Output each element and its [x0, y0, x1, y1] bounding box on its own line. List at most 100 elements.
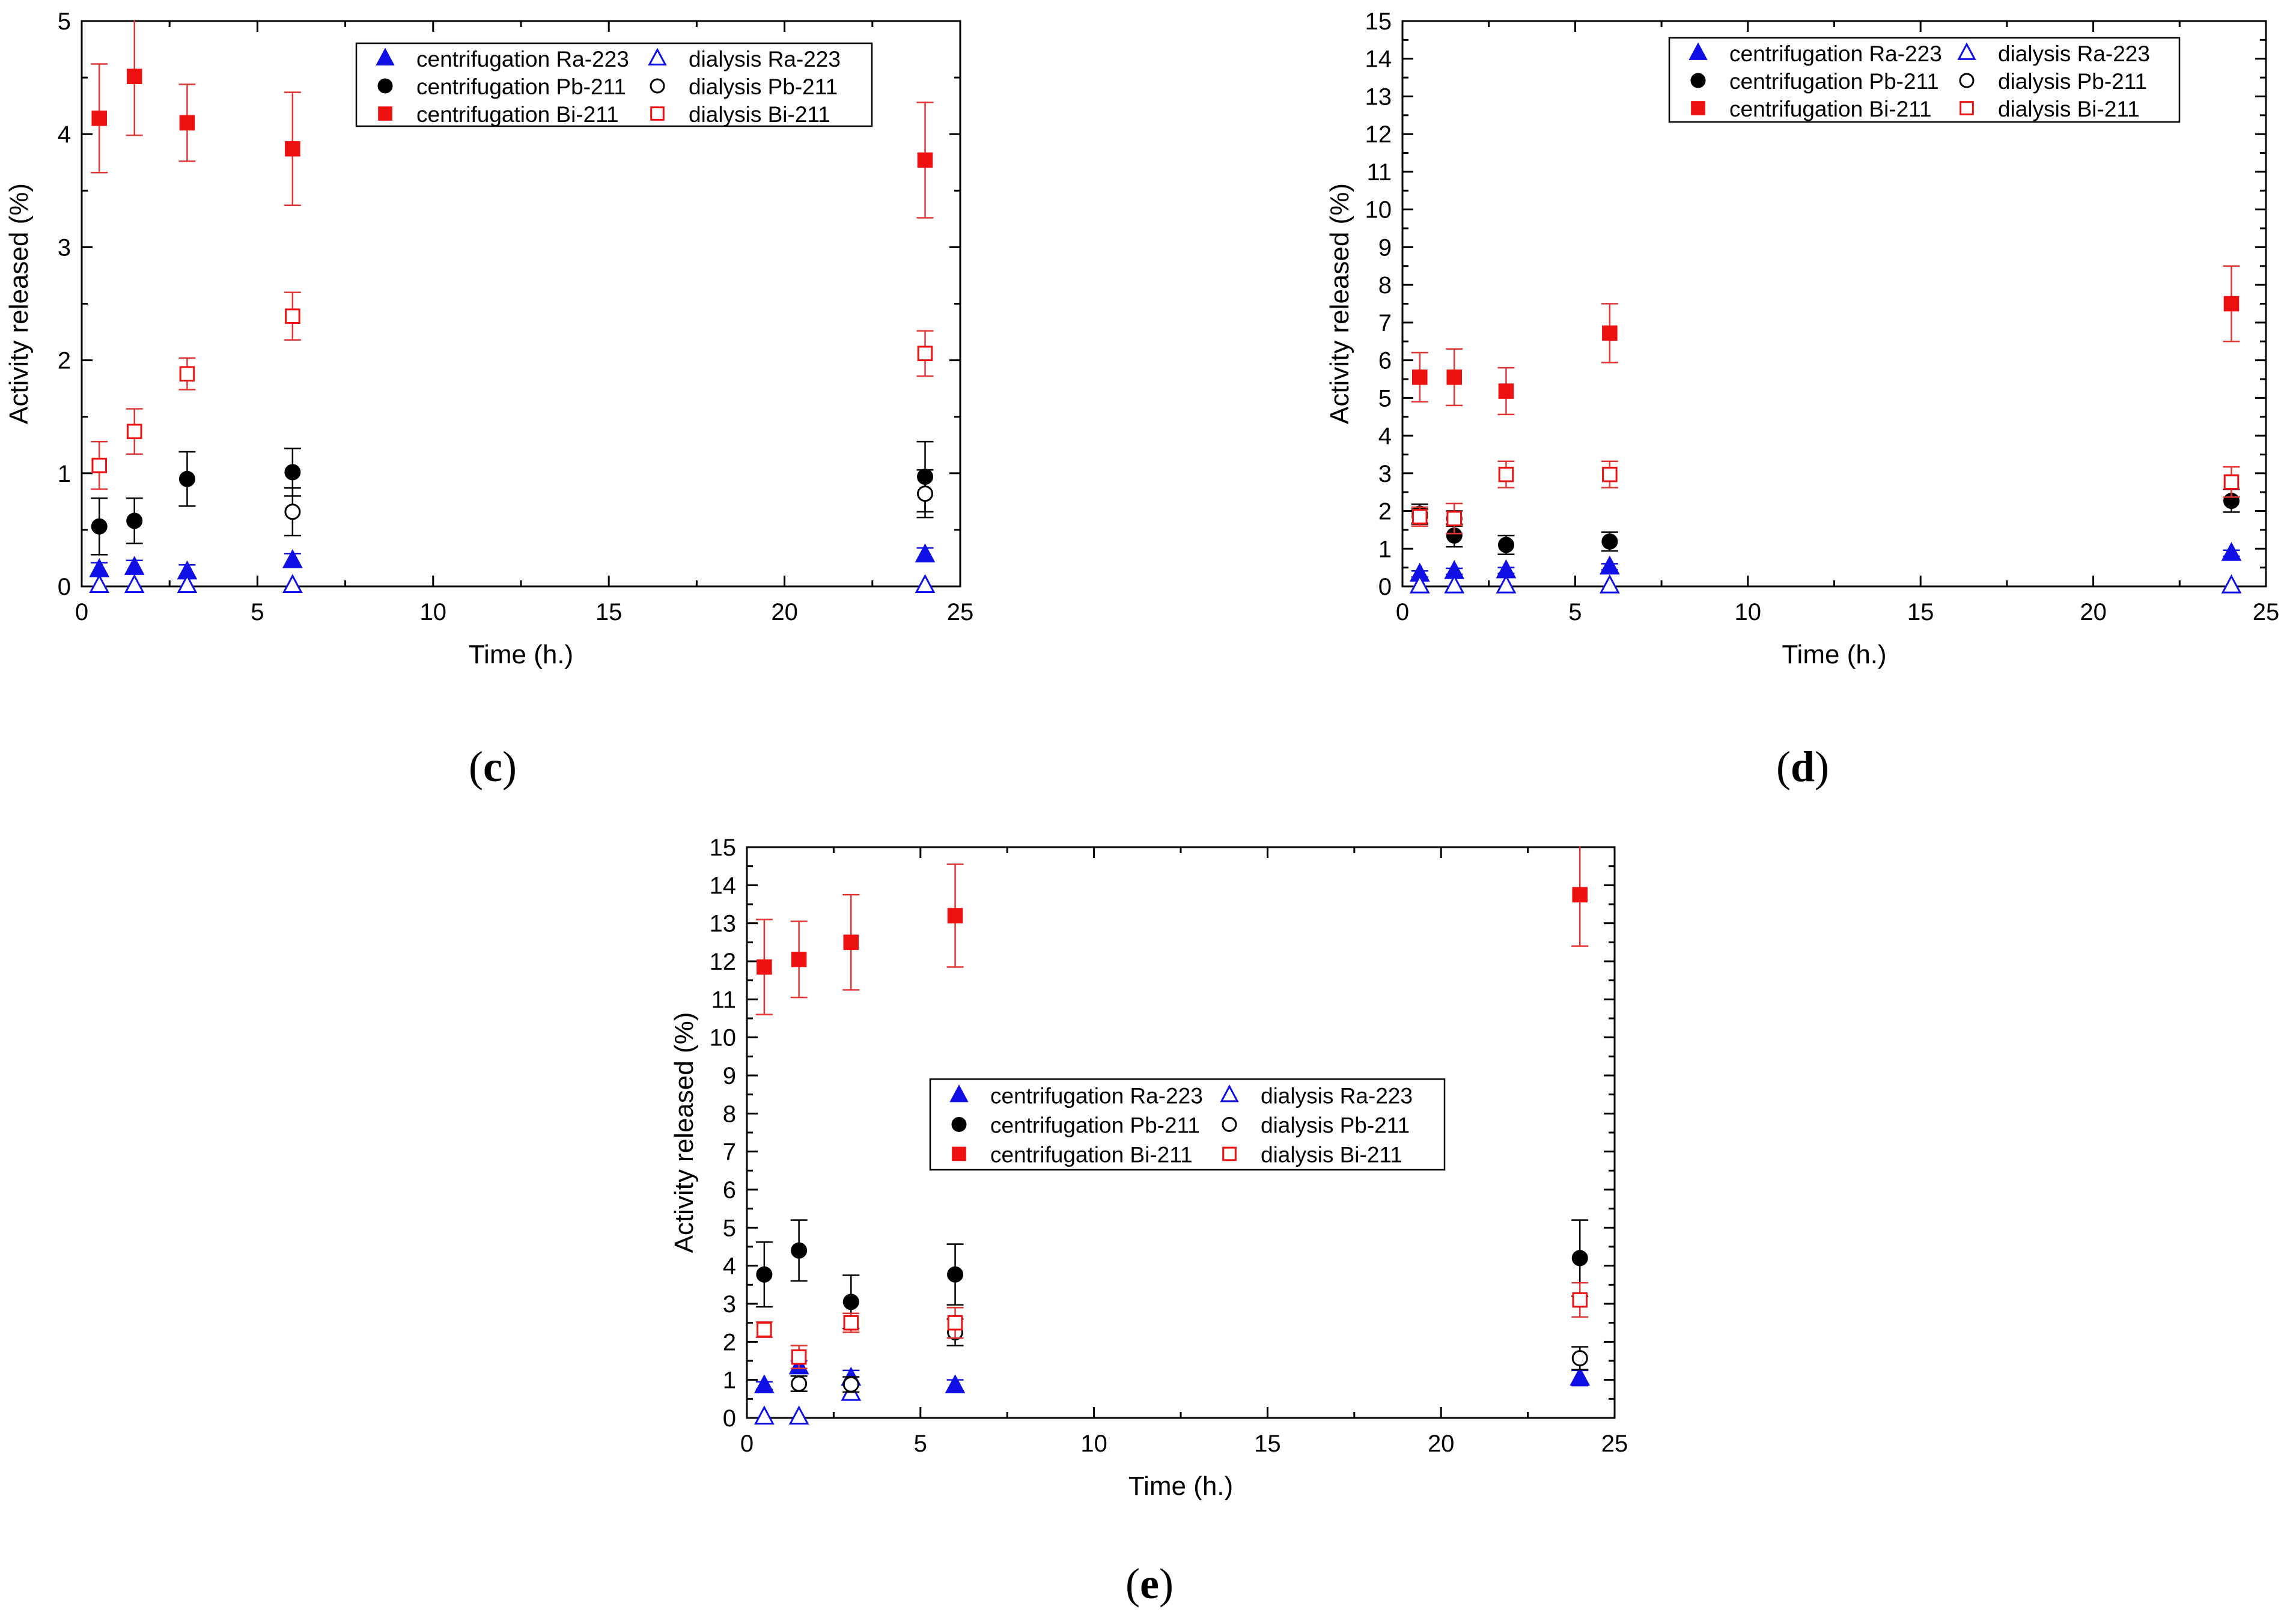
data-point — [179, 366, 195, 382]
series-centrifugation-ra-223 — [754, 1355, 1591, 1394]
legend-label: centrifugation Ra-223 — [416, 47, 629, 71]
series-dialysis-ra-223 — [1409, 574, 2242, 594]
data-point — [284, 464, 301, 481]
y-tick-label: 9 — [723, 1063, 736, 1089]
paren: ) — [1815, 743, 1829, 791]
data-point — [947, 1266, 964, 1283]
data-point — [945, 1374, 966, 1394]
y-tick-label: 6 — [723, 1177, 736, 1203]
data-point — [1409, 574, 1430, 594]
y-tick-label: 11 — [1366, 159, 1392, 186]
x-tick-label: 15 — [1254, 1431, 1281, 1457]
panel-letter: c — [483, 743, 502, 791]
y-tick-label: 2 — [723, 1329, 736, 1355]
data-point — [124, 574, 145, 593]
y-tick-label: 15 — [1365, 8, 1392, 35]
data-point — [91, 111, 108, 126]
legend-label: centrifugation Bi-211 — [1729, 97, 1932, 121]
data-point — [756, 1266, 773, 1283]
series-dialysis-bi-211 — [91, 291, 934, 490]
legend-label: centrifugation Bi-211 — [416, 102, 619, 127]
y-axis-title: Activity released (%) — [669, 1012, 699, 1253]
data-point — [1496, 574, 1517, 594]
legend-label: dialysis Bi-211 — [689, 102, 830, 127]
series-centrifugation-pb-211 — [91, 440, 934, 556]
y-tick-label: 7 — [723, 1139, 736, 1166]
data-point — [843, 934, 859, 950]
data-point — [1572, 887, 1588, 902]
data-point — [1572, 1292, 1588, 1308]
data-point — [126, 512, 143, 529]
legend-label: centrifugation Ra-223 — [990, 1084, 1203, 1109]
legend-label: dialysis Ra-223 — [689, 47, 841, 71]
series-centrifugation-bi-211 — [91, 20, 934, 219]
y-tick-label: 0 — [58, 574, 71, 600]
y-tick-label: 10 — [1365, 197, 1392, 224]
data-point — [89, 574, 110, 593]
x-tick-label: 0 — [740, 1431, 754, 1457]
legend-marker — [952, 1146, 966, 1161]
panel-label: (e) — [1125, 1560, 1174, 1608]
data-point — [791, 1242, 808, 1259]
legend-marker — [1959, 73, 1975, 88]
data-point — [282, 549, 303, 568]
data-point — [757, 1322, 772, 1337]
data-point — [126, 68, 142, 84]
series-dialysis-bi-211 — [1411, 460, 2240, 535]
legend-label: centrifugation Pb-211 — [990, 1113, 1200, 1138]
data-point — [754, 1405, 775, 1425]
paren: ( — [469, 743, 483, 791]
paren: ) — [502, 743, 517, 791]
x-tick-label: 5 — [914, 1431, 927, 1457]
series-centrifugation-ra-223 — [89, 543, 936, 580]
x-tick-label: 20 — [1428, 1431, 1455, 1457]
legend-box — [929, 1078, 1446, 1171]
x-tick-label: 25 — [2253, 599, 2280, 625]
data-point — [1497, 537, 1514, 553]
data-point — [91, 457, 108, 473]
data-point — [1444, 574, 1465, 594]
data-point — [1571, 1250, 1588, 1267]
legend-marker — [1222, 1117, 1237, 1132]
y-tick-label: 3 — [1378, 461, 1392, 487]
x-tick-label: 10 — [1735, 599, 1762, 625]
legend-label: dialysis Bi-211 — [1261, 1143, 1402, 1167]
legend: centrifugation Ra-223 dialysis Ra-223 cent… — [1668, 37, 2181, 123]
panel-letter: d — [1791, 743, 1815, 791]
legend-box — [355, 42, 873, 127]
y-tick-label: 11 — [711, 987, 736, 1013]
paren: ( — [1776, 743, 1791, 791]
series-dialysis-ra-223 — [89, 574, 936, 593]
data-point — [947, 1315, 963, 1331]
data-point — [126, 424, 142, 439]
y-tick-label: 0 — [723, 1405, 736, 1432]
series-centrifugation-pb-211 — [755, 1219, 1589, 1330]
y-tick-label: 13 — [1365, 84, 1392, 110]
x-axis-title: Time (h.) — [1782, 640, 1886, 669]
data-point — [1446, 370, 1462, 385]
series-centrifugation-pb-211 — [1411, 488, 2240, 555]
legend-label: centrifugation Pb-211 — [416, 75, 626, 99]
data-point — [791, 952, 807, 967]
data-point — [177, 574, 198, 593]
data-point — [1599, 574, 1620, 594]
y-tick-label: 7 — [1378, 310, 1392, 336]
data-point — [1411, 370, 1428, 385]
y-tick-label: 3 — [58, 234, 71, 261]
y-tick-label: 15 — [710, 835, 737, 861]
legend-marker — [1957, 42, 1976, 60]
panel-label: (c) — [469, 743, 517, 791]
y-tick-label: 1 — [1378, 536, 1392, 562]
data-point — [1602, 466, 1618, 482]
y-axis-title: Activity released (%) — [1325, 183, 1354, 424]
x-tick-label: 20 — [2080, 599, 2107, 625]
data-point — [843, 1315, 859, 1331]
legend-label: centrifugation Pb-211 — [1729, 69, 1939, 94]
y-tick-label: 5 — [1378, 385, 1392, 412]
y-tick-label: 14 — [710, 872, 737, 899]
panel-letter: e — [1140, 1560, 1159, 1608]
data-point — [1498, 383, 1514, 399]
